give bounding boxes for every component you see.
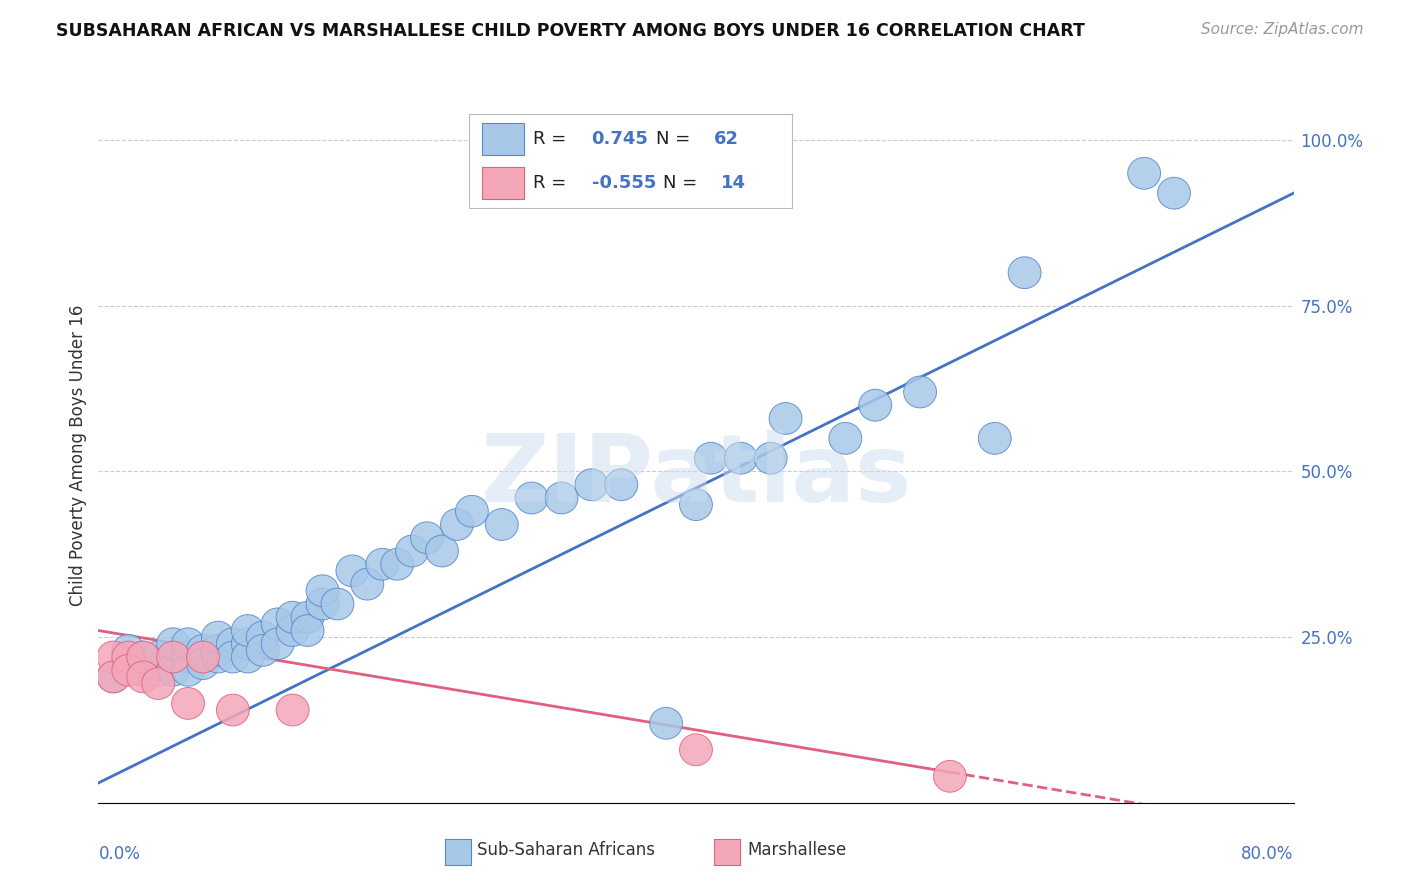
- Ellipse shape: [1157, 178, 1191, 209]
- Ellipse shape: [156, 628, 190, 660]
- Ellipse shape: [1008, 257, 1040, 289]
- Ellipse shape: [395, 535, 429, 567]
- Ellipse shape: [679, 489, 713, 521]
- Ellipse shape: [276, 601, 309, 633]
- Ellipse shape: [515, 482, 548, 514]
- Ellipse shape: [112, 655, 145, 686]
- Ellipse shape: [142, 655, 174, 686]
- Ellipse shape: [336, 555, 368, 587]
- Ellipse shape: [127, 655, 160, 686]
- Ellipse shape: [291, 601, 323, 633]
- Ellipse shape: [187, 641, 219, 673]
- Ellipse shape: [142, 667, 174, 699]
- Ellipse shape: [366, 549, 399, 580]
- Ellipse shape: [232, 615, 264, 647]
- Text: ZIPatlas: ZIPatlas: [481, 430, 911, 522]
- Ellipse shape: [246, 621, 280, 653]
- Ellipse shape: [262, 628, 294, 660]
- Ellipse shape: [276, 694, 309, 726]
- Text: SUBSAHARAN AFRICAN VS MARSHALLESE CHILD POVERTY AMONG BOYS UNDER 16 CORRELATION : SUBSAHARAN AFRICAN VS MARSHALLESE CHILD …: [56, 22, 1085, 40]
- Ellipse shape: [112, 648, 145, 680]
- Ellipse shape: [1128, 157, 1160, 189]
- Ellipse shape: [172, 641, 204, 673]
- Ellipse shape: [142, 641, 174, 673]
- Ellipse shape: [187, 634, 219, 666]
- Ellipse shape: [605, 469, 638, 500]
- Ellipse shape: [187, 648, 219, 680]
- Ellipse shape: [979, 423, 1011, 454]
- Ellipse shape: [97, 661, 129, 693]
- Ellipse shape: [352, 568, 384, 600]
- Ellipse shape: [291, 615, 323, 647]
- Ellipse shape: [201, 634, 235, 666]
- Y-axis label: Child Poverty Among Boys Under 16: Child Poverty Among Boys Under 16: [69, 304, 87, 606]
- Ellipse shape: [112, 641, 145, 673]
- Ellipse shape: [187, 641, 219, 673]
- Ellipse shape: [217, 628, 249, 660]
- Text: 80.0%: 80.0%: [1241, 845, 1294, 863]
- Ellipse shape: [172, 628, 204, 660]
- Ellipse shape: [769, 402, 801, 434]
- Ellipse shape: [934, 760, 966, 792]
- Ellipse shape: [321, 588, 354, 620]
- Text: 0.0%: 0.0%: [98, 845, 141, 863]
- Ellipse shape: [546, 482, 578, 514]
- Ellipse shape: [262, 608, 294, 640]
- Ellipse shape: [650, 707, 682, 739]
- Ellipse shape: [127, 641, 160, 673]
- Ellipse shape: [156, 655, 190, 686]
- Ellipse shape: [217, 641, 249, 673]
- Ellipse shape: [695, 442, 727, 475]
- Ellipse shape: [201, 621, 235, 653]
- Ellipse shape: [127, 661, 160, 693]
- Ellipse shape: [97, 641, 129, 673]
- Ellipse shape: [307, 588, 339, 620]
- Ellipse shape: [156, 641, 190, 673]
- Ellipse shape: [172, 655, 204, 686]
- Ellipse shape: [97, 661, 129, 693]
- Ellipse shape: [859, 389, 891, 421]
- Ellipse shape: [381, 549, 413, 580]
- Ellipse shape: [276, 615, 309, 647]
- Ellipse shape: [679, 734, 713, 765]
- Text: Source: ZipAtlas.com: Source: ZipAtlas.com: [1201, 22, 1364, 37]
- Ellipse shape: [232, 628, 264, 660]
- Ellipse shape: [232, 641, 264, 673]
- Ellipse shape: [575, 469, 607, 500]
- Ellipse shape: [754, 442, 787, 475]
- Ellipse shape: [440, 508, 474, 541]
- Ellipse shape: [426, 535, 458, 567]
- Ellipse shape: [246, 634, 280, 666]
- Text: Sub-Saharan Africans: Sub-Saharan Africans: [477, 841, 655, 859]
- Ellipse shape: [127, 641, 160, 673]
- Ellipse shape: [201, 641, 235, 673]
- Ellipse shape: [724, 442, 758, 475]
- Ellipse shape: [172, 688, 204, 719]
- Ellipse shape: [830, 423, 862, 454]
- Ellipse shape: [112, 634, 145, 666]
- Ellipse shape: [411, 522, 443, 554]
- Ellipse shape: [904, 376, 936, 408]
- Ellipse shape: [156, 641, 190, 673]
- Ellipse shape: [456, 495, 488, 527]
- Ellipse shape: [217, 694, 249, 726]
- Ellipse shape: [485, 508, 519, 541]
- Text: Marshallese: Marshallese: [748, 841, 846, 859]
- Ellipse shape: [307, 574, 339, 607]
